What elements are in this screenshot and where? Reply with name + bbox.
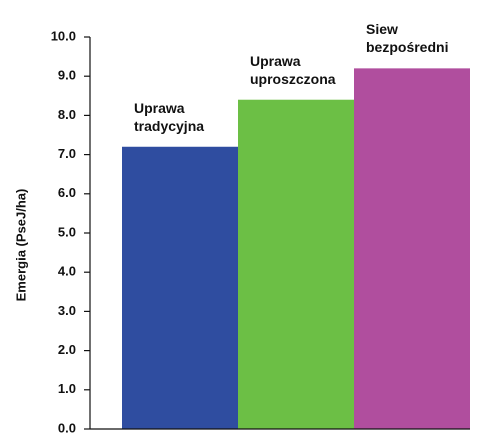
bar — [354, 68, 470, 430]
y-axis-label: Emergia (PseJ/ha) — [13, 189, 28, 302]
y-tick-label: 0.0 — [58, 420, 76, 434]
category-label: Siew bezpośredni — [366, 21, 449, 56]
y-tick-label: 1.0 — [58, 381, 76, 396]
y-tick-label: 2.0 — [58, 342, 76, 357]
y-tick-label: 10.0 — [51, 28, 76, 43]
bar — [238, 99, 354, 429]
bar — [122, 146, 238, 429]
y-tick-label: 4.0 — [58, 264, 76, 279]
y-tick-label: 3.0 — [58, 303, 76, 318]
y-tick-label: 7.0 — [58, 146, 76, 161]
y-tick-label: 8.0 — [58, 107, 76, 122]
y-tick-label: 5.0 — [58, 224, 76, 239]
y-tick-label: 9.0 — [58, 68, 76, 83]
y-tick-label: 6.0 — [58, 185, 76, 200]
category-label: Uprawa tradycyjna — [134, 99, 205, 134]
category-label: Uprawa uproszczona — [250, 52, 336, 87]
